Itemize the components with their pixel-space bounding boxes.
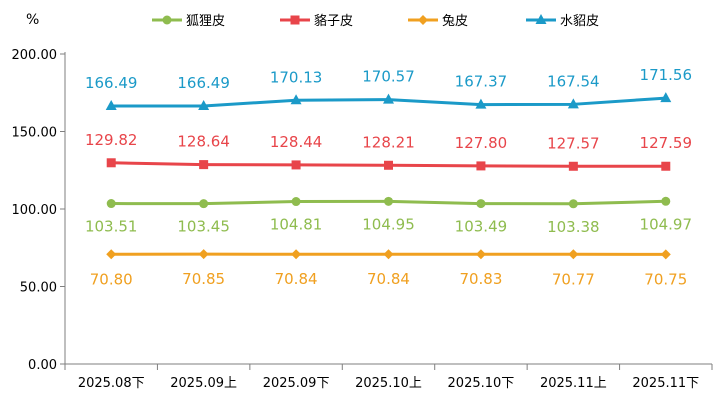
data-label: 170.13	[270, 68, 323, 86]
data-point	[106, 249, 117, 260]
data-label: 103.45	[177, 218, 230, 236]
data-point	[199, 199, 209, 209]
data-point	[660, 92, 672, 103]
data-label: 167.37	[455, 73, 508, 91]
x-tick-label: 2025.11上	[540, 376, 607, 391]
x-tick-label: 2025.09上	[170, 376, 237, 391]
series-0	[106, 196, 671, 209]
legend-item: 兔皮	[408, 14, 468, 29]
data-point	[476, 161, 486, 171]
legend-marker	[290, 15, 300, 25]
data-label: 103.38	[547, 218, 600, 236]
data-label: 70.85	[182, 270, 225, 288]
data-label: 70.75	[644, 270, 687, 288]
y-tick-label: 200.00	[12, 48, 58, 63]
data-label: 166.49	[85, 74, 138, 92]
legend: 狐狸皮 貉子皮 兔皮 水貂皮	[152, 13, 599, 29]
x-tick-label: 2025.10下	[448, 376, 515, 391]
data-point	[105, 99, 117, 110]
data-label: 128.44	[270, 133, 323, 151]
series-1	[106, 158, 671, 171]
y-tick-label: 150.00	[12, 126, 58, 141]
data-label: 104.97	[640, 215, 693, 233]
data-point	[199, 160, 209, 170]
legend-marker	[535, 14, 547, 24]
data-point	[568, 199, 578, 209]
data-point	[198, 249, 209, 260]
data-point	[384, 160, 393, 170]
data-label: 104.81	[270, 216, 323, 234]
legend-label: 貉子皮	[314, 13, 353, 29]
legend-marker	[418, 15, 428, 25]
data-point	[291, 197, 301, 207]
data-point	[661, 196, 671, 206]
data-label: 104.95	[362, 215, 415, 233]
series-group	[105, 92, 672, 260]
data-point	[198, 99, 210, 110]
data-point	[383, 249, 394, 260]
data-point	[291, 160, 301, 170]
data-label: 127.59	[640, 134, 693, 152]
data-point	[567, 98, 579, 109]
data-label: 167.54	[547, 72, 600, 90]
data-label: 70.84	[275, 270, 318, 288]
y-tick-label: 0.00	[28, 358, 57, 373]
data-point	[384, 196, 393, 206]
data-label: 171.56	[640, 66, 693, 84]
y-tick-label: 100.00	[12, 203, 58, 218]
series-2	[106, 249, 671, 260]
data-label: 70.77	[552, 270, 595, 288]
data-point	[475, 249, 486, 260]
data-labels: 103.51 103.45 104.81 104.95 103.49 103.38 104.…	[85, 66, 692, 288]
data-point	[568, 249, 579, 260]
data-label: 170.57	[362, 68, 415, 86]
x-tick-label: 2025.11下	[632, 376, 699, 391]
data-point	[290, 94, 302, 105]
x-tick-label: 2025.08下	[78, 376, 145, 391]
data-label: 103.49	[455, 218, 508, 236]
data-point	[660, 249, 671, 260]
legend-label: 水貂皮	[560, 14, 599, 29]
data-label: 129.82	[85, 131, 138, 149]
legend-marker	[162, 15, 172, 25]
data-point	[383, 93, 394, 104]
axes: 0.00 50.00 100.00 150.00 200.00 2025.08下 2025.…	[12, 48, 713, 391]
data-point	[291, 249, 302, 260]
data-label: 70.80	[90, 270, 133, 288]
data-point	[568, 161, 578, 171]
data-point	[106, 158, 116, 168]
data-label: 128.64	[177, 133, 230, 151]
x-tick-label: 2025.09下	[263, 376, 330, 391]
legend-label: 狐狸皮	[186, 14, 225, 29]
data-point	[475, 98, 487, 109]
y-unit-label: %	[26, 12, 39, 28]
data-point	[476, 199, 486, 209]
y-tick-label: 50.00	[20, 281, 57, 296]
legend-item: 狐狸皮	[152, 14, 225, 29]
data-label: 103.51	[85, 218, 138, 236]
data-point	[661, 161, 671, 171]
data-point	[106, 199, 116, 209]
data-label: 127.80	[455, 134, 508, 152]
data-label: 70.84	[367, 270, 410, 288]
data-label: 128.21	[362, 133, 415, 151]
legend-label: 兔皮	[442, 14, 468, 29]
data-label: 127.57	[547, 134, 600, 152]
x-tick-label: 2025.10上	[355, 376, 422, 391]
legend-item: 貉子皮	[280, 13, 353, 29]
data-label: 166.49	[177, 74, 230, 92]
data-label: 70.83	[459, 270, 502, 288]
legend-item: 水貂皮	[526, 14, 599, 29]
series-3	[105, 92, 672, 110]
